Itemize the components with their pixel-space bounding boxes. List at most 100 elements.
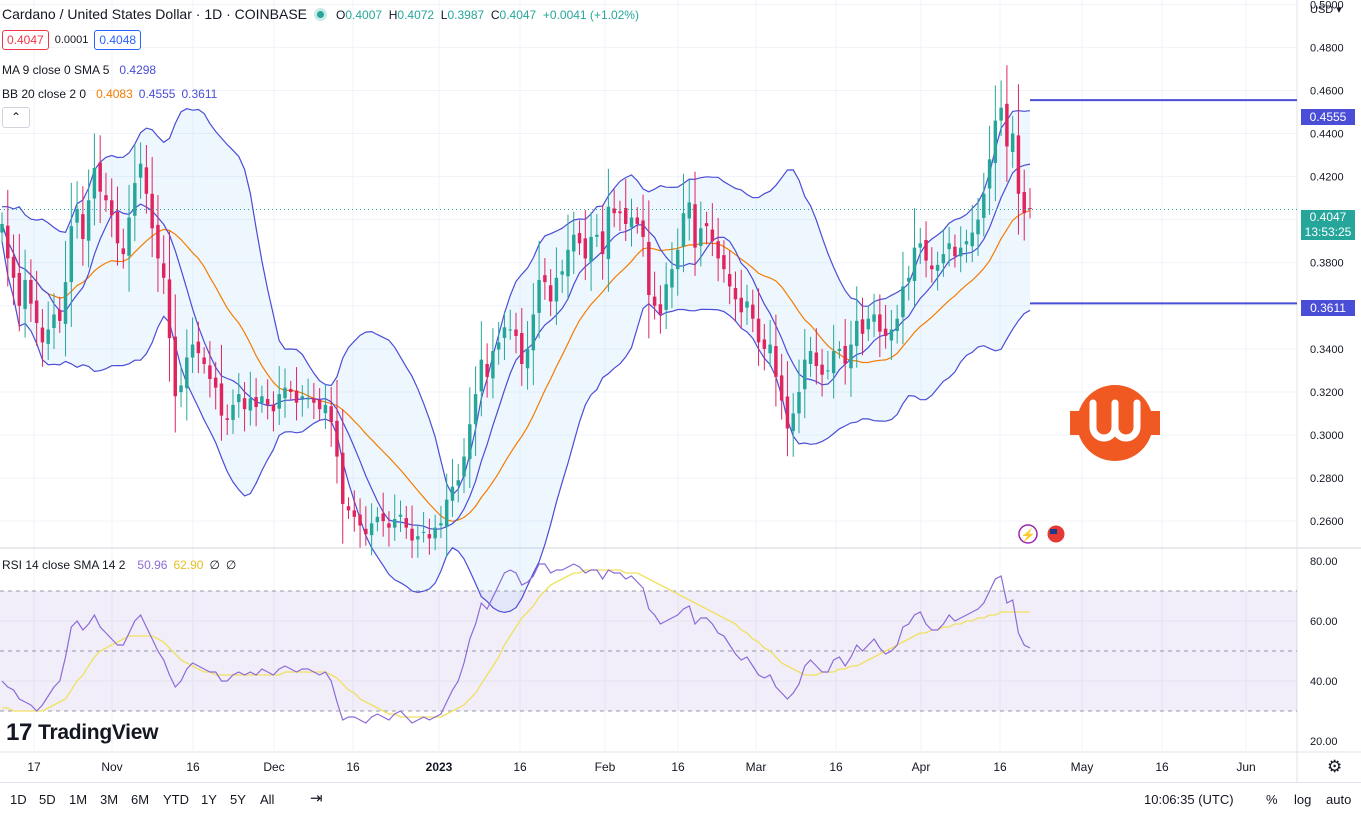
candle-body <box>167 279 172 339</box>
candle-body <box>878 314 882 332</box>
symbol-title[interactable]: Cardano / United States Dollar · 1D · CO… <box>2 6 308 22</box>
candle-body <box>294 390 299 403</box>
log-toggle[interactable]: log <box>1294 792 1312 807</box>
candle-body <box>1016 135 1021 194</box>
candle-body <box>133 183 137 216</box>
timeframe-5y[interactable]: 5Y <box>230 792 246 807</box>
timeframe-1y[interactable]: 1Y <box>201 792 217 807</box>
candle-body <box>543 275 547 283</box>
candle-body <box>612 208 616 214</box>
collapse-legend-button[interactable]: ⌃ <box>2 107 30 128</box>
candle-body <box>947 243 951 250</box>
candle-body <box>935 264 940 271</box>
percent-toggle[interactable]: % <box>1266 792 1278 807</box>
buy-button[interactable]: 0.4048 <box>94 30 142 50</box>
rsi-legend[interactable]: RSI 14 close SMA 14 2 50.96 62.90 ∅ ∅ <box>2 558 237 572</box>
currency-button[interactable]: USD ▾ <box>1310 4 1342 16</box>
ma-legend[interactable]: MA 9 close 0 SMA 5 0.4298 <box>2 63 157 77</box>
candle-body <box>98 162 102 192</box>
candle-body <box>265 398 270 405</box>
candle-body <box>219 383 224 416</box>
timeframe-5d[interactable]: 5D <box>39 792 56 807</box>
date-range-icon[interactable]: ⇥ <box>310 790 323 807</box>
candle-body <box>317 399 322 410</box>
time-tick-label: 16 <box>671 760 685 774</box>
candle-body <box>791 413 795 432</box>
candle-body <box>953 246 957 257</box>
candle-body <box>375 516 380 523</box>
candle-body <box>450 486 455 501</box>
candle-body <box>918 243 923 248</box>
candle-body <box>883 328 888 336</box>
candle-body <box>727 274 732 287</box>
candle-body <box>1022 192 1026 214</box>
auto-toggle[interactable]: auto <box>1326 792 1352 807</box>
candle-body <box>768 344 772 354</box>
rsi-tick-label: 60.00 <box>1310 616 1338 628</box>
candle-body <box>993 120 998 164</box>
candle-body <box>150 193 154 229</box>
candle-body <box>762 339 767 349</box>
candle-body <box>889 329 894 341</box>
price-tick-label: 0.4400 <box>1310 129 1344 141</box>
candle-body <box>704 223 709 227</box>
candle-body <box>185 357 189 389</box>
candle-body <box>433 527 437 539</box>
candle-body <box>369 523 374 536</box>
timeframe-1m[interactable]: 1M <box>69 792 88 807</box>
candle-body <box>722 255 726 270</box>
candle-body <box>138 163 143 178</box>
candle-body <box>1028 207 1032 209</box>
candle-body <box>479 359 484 392</box>
candle-body <box>623 207 628 224</box>
time-tick-label: Nov <box>101 760 122 774</box>
candle-body <box>0 223 4 233</box>
candle-body <box>531 314 536 351</box>
ohlc-readout: O0.4007 H0.4072 L0.3987 C0.4047 +0.0041 … <box>336 8 639 22</box>
rsi-tick-label: 20.00 <box>1310 736 1338 748</box>
rsi-sma-line <box>2 569 1030 718</box>
candle-body <box>958 247 963 257</box>
candle-body <box>589 236 593 262</box>
gear-icon[interactable]: ⚙ <box>1327 757 1343 776</box>
candle-body <box>254 397 258 408</box>
price-tick-label: 0.4600 <box>1310 85 1344 97</box>
candle-body <box>779 375 784 401</box>
sell-button[interactable]: 0.4047 <box>2 30 49 50</box>
candle-body <box>444 499 449 527</box>
time-tick-label: Jun <box>1236 760 1255 774</box>
candle-body <box>46 329 50 344</box>
candle-body <box>987 159 992 189</box>
candle-body <box>439 523 443 526</box>
candle-body <box>190 344 195 358</box>
bb-basis-line <box>1 209 1031 522</box>
bb-legend[interactable]: BB 20 close 2 0 0.4083 0.4555 0.3611 <box>2 87 218 101</box>
candle-body <box>242 398 247 410</box>
candle-body <box>323 404 328 414</box>
candle-body <box>751 304 755 319</box>
candle-body <box>392 519 397 528</box>
price-tick-label: 0.5000 <box>1310 0 1344 11</box>
time-tick-label: 16 <box>346 760 360 774</box>
timeframe-3m[interactable]: 3M <box>100 792 119 807</box>
tradingview-logo: 17 TradingView <box>6 719 159 746</box>
candle-body <box>404 518 409 528</box>
clock[interactable]: 10:06:35 (UTC) <box>1144 792 1234 807</box>
candle-body <box>647 241 651 296</box>
candle-body <box>410 528 414 541</box>
candle-body <box>427 534 432 539</box>
candle-body <box>548 285 553 302</box>
time-tick-label: Mar <box>746 760 767 774</box>
price-tick-label: 0.4800 <box>1310 42 1344 54</box>
timeframe-ytd[interactable]: YTD <box>163 792 189 807</box>
candle-body <box>58 309 62 321</box>
candle-body <box>520 332 524 364</box>
timeframe-1d[interactable]: 1D <box>10 792 27 807</box>
time-tick-label: Dec <box>263 760 284 774</box>
candle-body <box>699 228 703 246</box>
timeframe-6m[interactable]: 6M <box>131 792 150 807</box>
candle-body <box>872 314 876 322</box>
timeframe-all[interactable]: All <box>260 792 275 807</box>
candle-body <box>849 344 853 369</box>
